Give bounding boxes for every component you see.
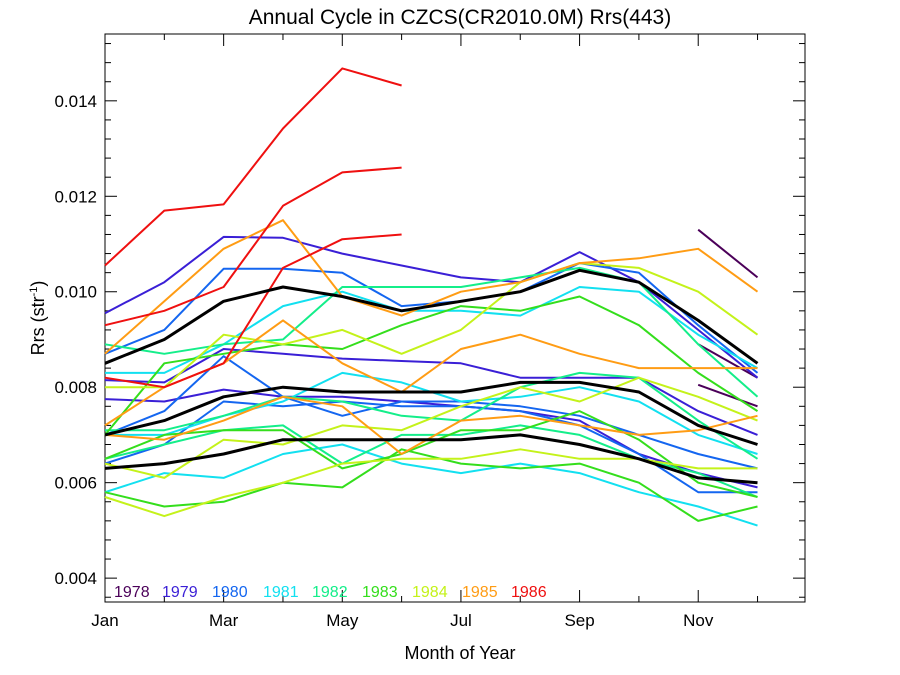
series-line <box>104 395 758 455</box>
x-tick-label: May <box>326 611 359 630</box>
chart-title: Annual Cycle in CZCS(CR2010.0M) Rrs(443) <box>249 6 671 29</box>
legend-entry: 1986 <box>511 584 547 601</box>
series-line <box>104 448 758 518</box>
series-line <box>104 166 402 327</box>
series-line-mean <box>104 268 759 365</box>
legend-entry: 1979 <box>162 584 198 601</box>
series-line <box>105 262 759 389</box>
plot-frame <box>104 33 806 603</box>
y-tick-label: 0.008 <box>54 378 97 397</box>
series-line <box>104 400 758 494</box>
plot-area: 0.004 0.006 0.008 0.010 0.012 0.014 Jan Mar May… <box>54 33 806 630</box>
series-line <box>104 67 402 267</box>
series-line <box>104 266 759 398</box>
series-line <box>104 410 758 498</box>
series-layer <box>104 67 759 527</box>
series-line <box>697 383 758 408</box>
series-line <box>104 443 758 527</box>
x-tick-label: Mar <box>209 611 239 630</box>
y-tick-label: 0.006 <box>54 474 97 493</box>
legend-entry: 1984 <box>412 584 448 601</box>
legend-entry: 1985 <box>462 584 498 601</box>
series-line <box>104 448 758 522</box>
y-tick-label: 0.010 <box>54 283 97 302</box>
y-axis-label-sup: -1 <box>28 287 40 297</box>
x-axis: Jan Mar May Jul Sep Nov <box>91 34 759 630</box>
x-axis-label: Month of Year <box>404 643 515 663</box>
y-tick-label: 0.014 <box>54 92 97 111</box>
series-line <box>697 228 759 279</box>
series-line <box>104 295 759 436</box>
y-tick-label: 0.004 <box>54 569 97 588</box>
y-axis-label: Rrs (str-1) <box>28 281 48 356</box>
series-line <box>697 343 758 379</box>
legend-entry: 1983 <box>362 584 398 601</box>
x-tick-label: Sep <box>564 611 594 630</box>
y-axis: 0.004 0.006 0.008 0.010 0.012 0.014 <box>54 43 805 598</box>
x-tick-label: Jul <box>450 611 472 630</box>
legend-entry: 1978 <box>114 584 150 601</box>
series-line <box>104 355 758 470</box>
x-tick-label: Jan <box>91 611 118 630</box>
y-axis-label-main: Rrs (str <box>28 296 48 355</box>
legend-entry: 1982 <box>312 584 348 601</box>
y-tick-label: 0.012 <box>54 187 97 206</box>
series-line <box>104 233 402 389</box>
series-line <box>104 319 758 427</box>
series-line <box>104 388 758 489</box>
series-line <box>104 376 758 479</box>
series-line-mean <box>104 380 758 446</box>
legend: 1978 1979 1980 1981 1982 1983 1984 1985 1986 <box>114 584 547 601</box>
legend-entry: 1980 <box>212 584 248 601</box>
series-line-mean <box>104 433 758 485</box>
y-axis-label-close: ) <box>28 281 48 287</box>
x-tick-label: Nov <box>683 611 714 630</box>
series-line <box>105 286 758 374</box>
series-line <box>104 219 759 355</box>
legend-entry: 1981 <box>263 584 299 601</box>
